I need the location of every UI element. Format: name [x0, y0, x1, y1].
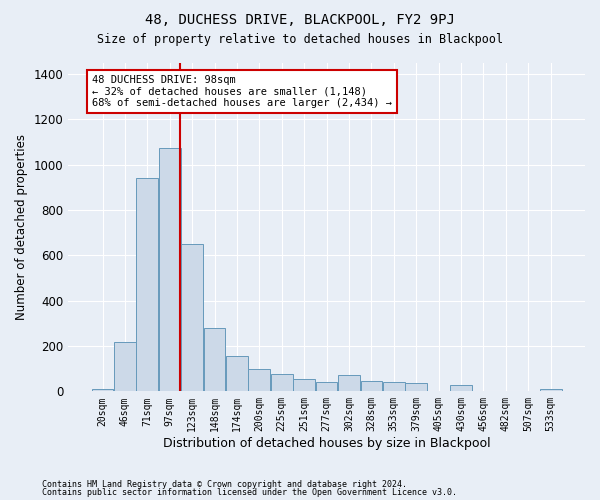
Y-axis label: Number of detached properties: Number of detached properties [15, 134, 28, 320]
Bar [226, 356, 248, 392]
Bar [181, 244, 203, 392]
Bar [383, 382, 404, 392]
Bar [114, 342, 136, 392]
Bar [92, 389, 113, 392]
Bar [540, 389, 562, 392]
Bar [271, 374, 293, 392]
Text: 48, DUCHESS DRIVE, BLACKPOOL, FY2 9PJ: 48, DUCHESS DRIVE, BLACKPOOL, FY2 9PJ [145, 12, 455, 26]
Bar [338, 376, 360, 392]
Text: 48 DUCHESS DRIVE: 98sqm
← 32% of detached houses are smaller (1,148)
68% of semi: 48 DUCHESS DRIVE: 98sqm ← 32% of detache… [92, 75, 392, 108]
Text: Size of property relative to detached houses in Blackpool: Size of property relative to detached ho… [97, 32, 503, 46]
Bar [159, 148, 181, 392]
Bar [203, 328, 226, 392]
Bar [136, 178, 158, 392]
Bar [248, 368, 270, 392]
Bar [316, 382, 337, 392]
Bar [450, 384, 472, 392]
Bar [406, 384, 427, 392]
Bar [293, 379, 315, 392]
Text: Contains public sector information licensed under the Open Government Licence v3: Contains public sector information licen… [42, 488, 457, 497]
Text: Contains HM Land Registry data © Crown copyright and database right 2024.: Contains HM Land Registry data © Crown c… [42, 480, 407, 489]
X-axis label: Distribution of detached houses by size in Blackpool: Distribution of detached houses by size … [163, 437, 490, 450]
Bar [361, 381, 382, 392]
